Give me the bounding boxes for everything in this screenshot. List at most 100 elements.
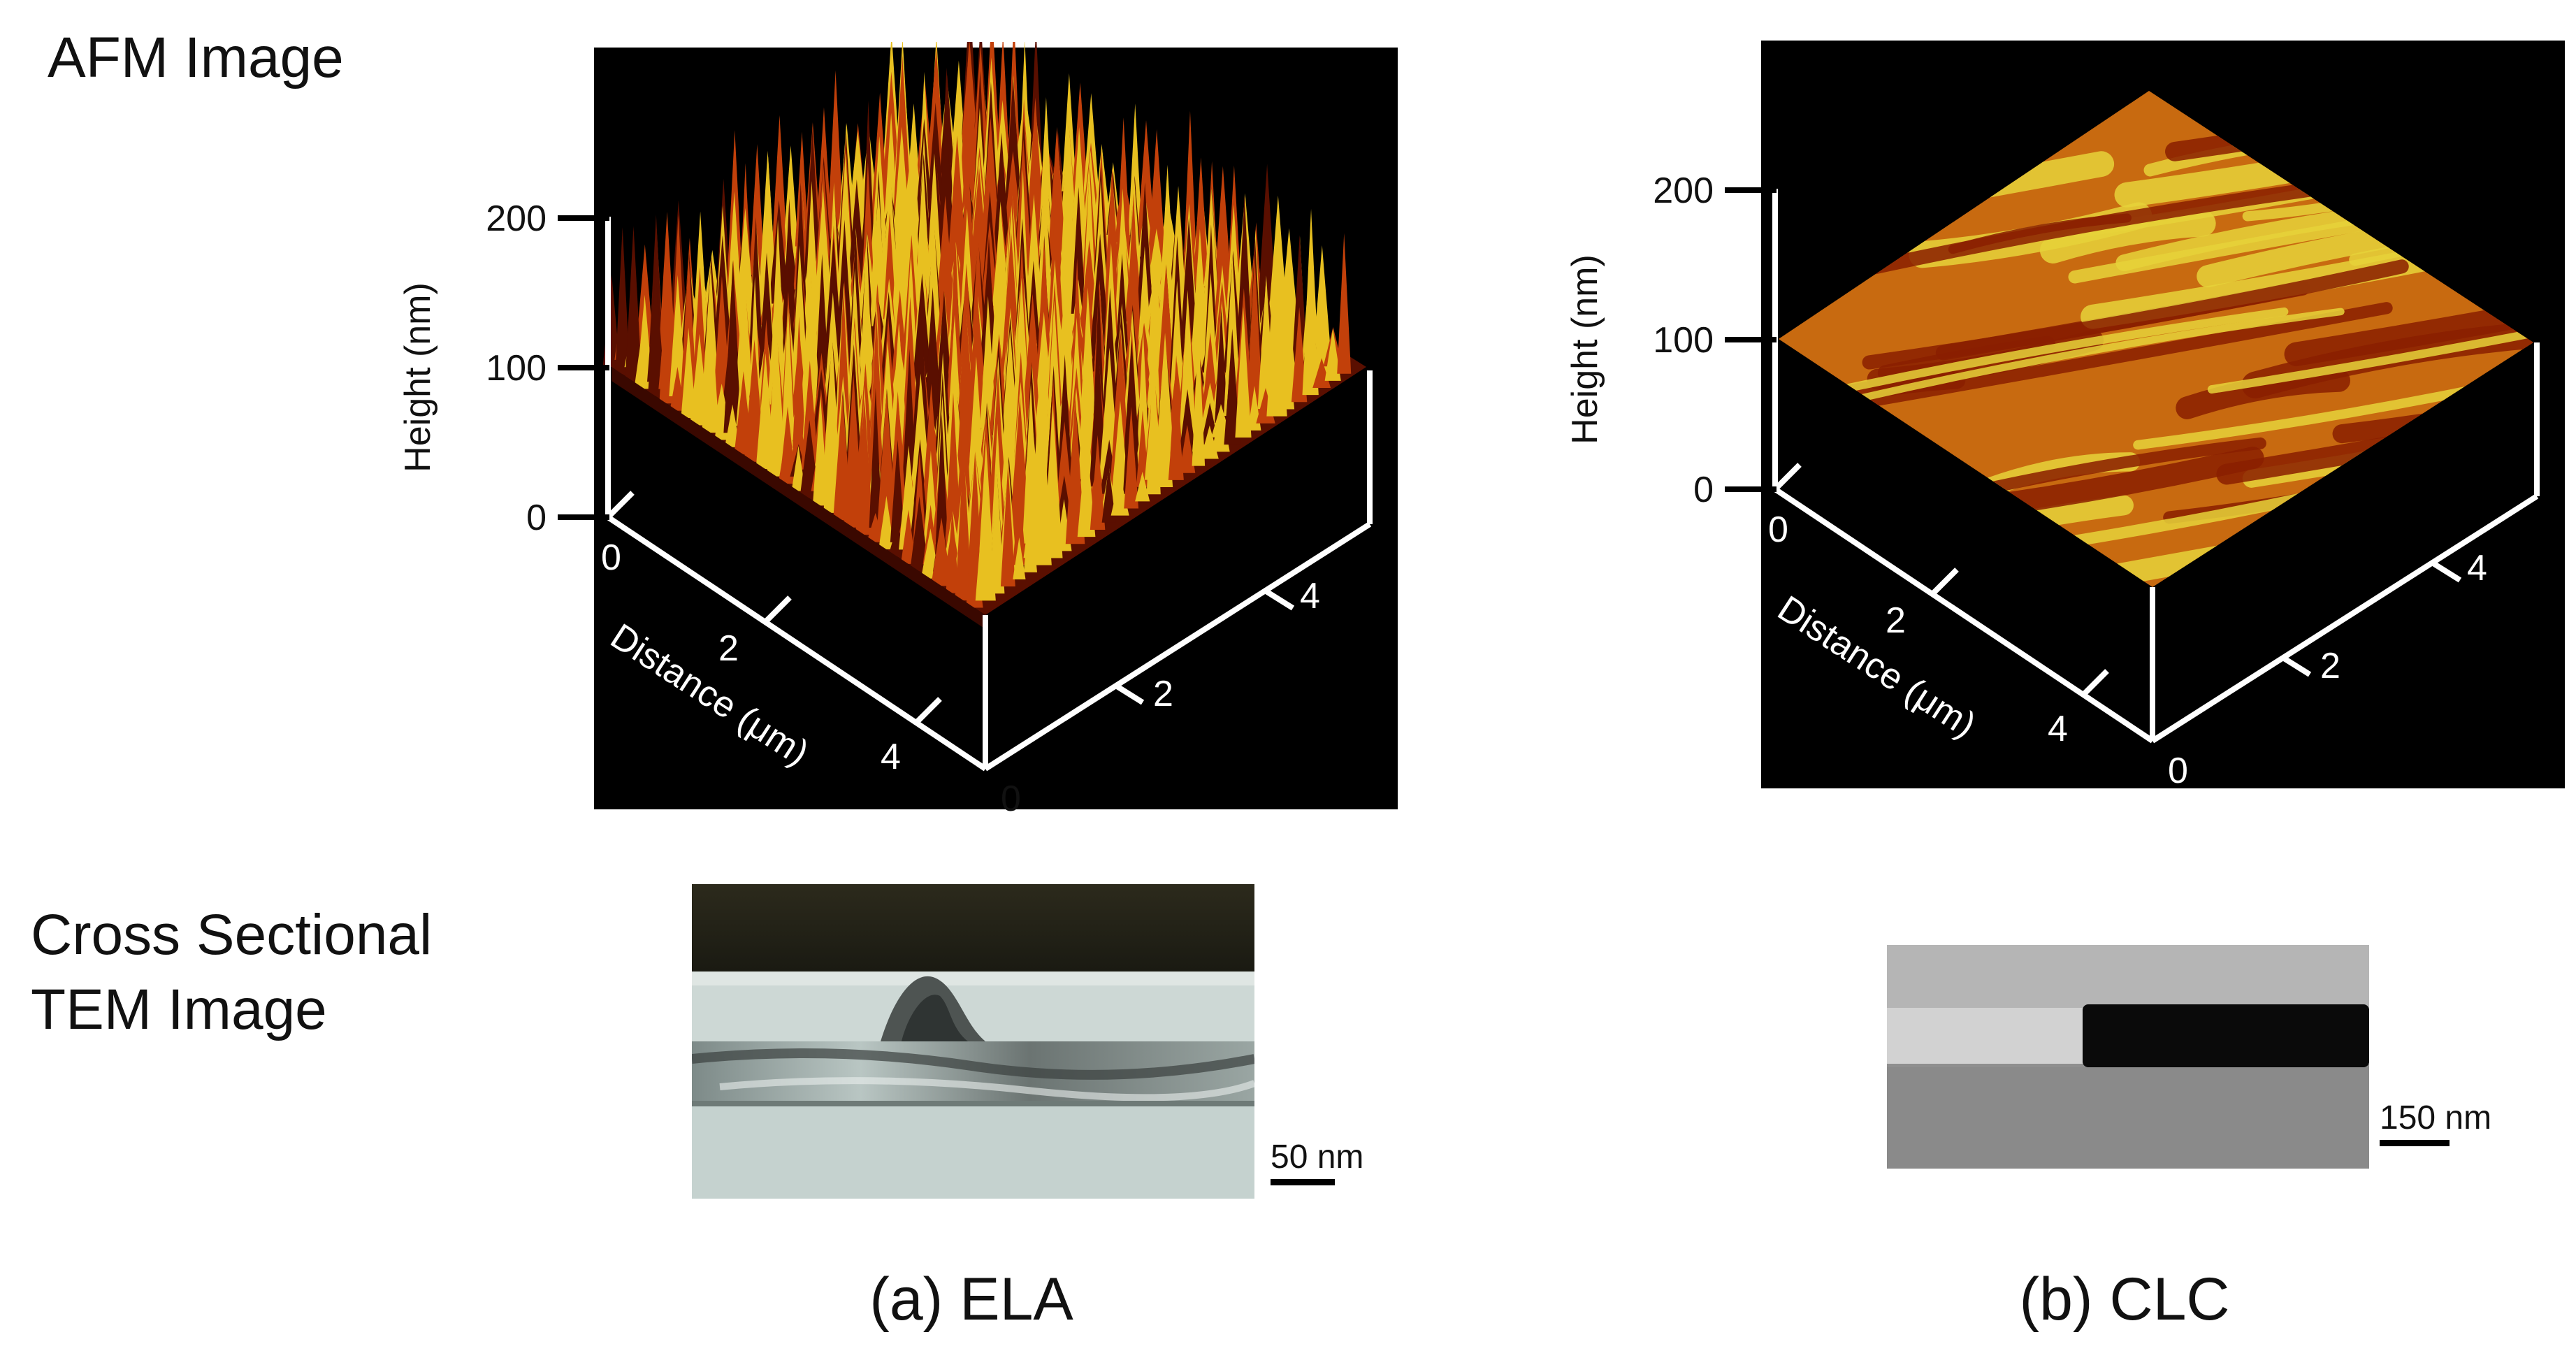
afm-spike bbox=[1215, 308, 1228, 424]
afm-spike bbox=[1043, 403, 1063, 558]
tem-top-layer bbox=[692, 884, 1254, 971]
afm-spike bbox=[781, 305, 795, 441]
afm-spike bbox=[902, 349, 918, 492]
afm-streak bbox=[1877, 335, 2056, 382]
scalebar-label-ela: 50 nm bbox=[1271, 1139, 1364, 1176]
afm-spike bbox=[1135, 471, 1150, 502]
afm-spike bbox=[1190, 229, 1210, 366]
afm-height-ticks-clc bbox=[1725, 187, 1777, 492]
afm-spike bbox=[1025, 293, 1041, 428]
height-tick-200: 200 bbox=[486, 198, 547, 239]
afm-spike bbox=[1266, 257, 1287, 417]
afm-spike bbox=[669, 275, 687, 397]
afm-streak bbox=[1824, 180, 2337, 284]
afm-spike bbox=[910, 496, 929, 572]
afm-spike bbox=[1179, 424, 1196, 473]
afm-axes-clc bbox=[1772, 189, 2540, 744]
distance-tick-left-2: 2 bbox=[1886, 600, 1906, 641]
afm-spike bbox=[925, 215, 942, 349]
afm-streak bbox=[2133, 354, 2533, 450]
afm-spike bbox=[1057, 187, 1078, 321]
afm-spike bbox=[889, 322, 909, 456]
tem-row-label: Cross Sectional TEM Image bbox=[31, 903, 433, 1041]
afm-spike bbox=[702, 297, 719, 433]
height-tick-100: 100 bbox=[1653, 320, 1714, 361]
afm-spike bbox=[1003, 78, 1023, 227]
tem-image-clc bbox=[1887, 945, 2369, 1169]
afm-spike bbox=[615, 227, 630, 375]
afm-plot-clc: 200 100 0 Height (nm) 0 2 4 Distance (μm… bbox=[1565, 41, 2565, 791]
afm-spike bbox=[962, 62, 976, 212]
scalebar-bar-ela bbox=[1271, 1179, 1335, 1185]
height-axis-label: Height (nm) bbox=[1565, 254, 1605, 445]
afm-spike bbox=[1065, 396, 1085, 544]
afm-spike bbox=[884, 113, 898, 219]
afm-spike bbox=[967, 280, 986, 435]
afm-spike bbox=[681, 327, 696, 419]
distance-tick-left-0: 0 bbox=[1768, 510, 1788, 550]
afm-spike bbox=[1224, 338, 1240, 445]
afm-spike bbox=[1022, 383, 1040, 544]
afm-spike bbox=[1201, 332, 1219, 416]
afm-axes-ela bbox=[605, 217, 1373, 772]
afm-spike bbox=[893, 223, 908, 356]
afm-spike bbox=[1302, 243, 1319, 396]
scalebar-ela: 50 nm bbox=[1271, 1138, 1363, 1185]
afm-spike bbox=[1000, 464, 1015, 587]
afm-spike bbox=[1168, 185, 1188, 322]
afm-height-ticks-ela bbox=[558, 215, 609, 520]
afm-spike bbox=[659, 274, 674, 404]
afm-spike bbox=[749, 144, 765, 275]
distance-tick-right-4: 4 bbox=[2467, 548, 2487, 588]
afm-spike bbox=[801, 361, 819, 470]
afm-spike bbox=[1146, 129, 1167, 279]
afm-spike bbox=[893, 55, 911, 212]
afm-spike bbox=[855, 398, 874, 535]
afm-spike bbox=[1146, 349, 1161, 495]
afm-spike bbox=[1059, 258, 1073, 393]
afm-spike bbox=[1071, 187, 1086, 314]
tem-image-ela bbox=[692, 884, 1254, 1199]
afm-streak bbox=[1862, 259, 2409, 370]
afm-spike bbox=[1178, 389, 1197, 459]
height-tick-200: 200 bbox=[1653, 171, 1714, 211]
afm-row-label: AFM Image bbox=[48, 26, 344, 89]
afm-spike bbox=[1157, 381, 1173, 488]
afm-ticks-ela bbox=[606, 491, 1295, 725]
distance-tick-right-2: 2 bbox=[2320, 646, 2340, 686]
afm-spike bbox=[1314, 267, 1330, 374]
afm-spike bbox=[1012, 488, 1027, 565]
height-tick-0: 0 bbox=[1693, 470, 1714, 510]
scalebar-bar-clc bbox=[2380, 1140, 2450, 1146]
distance-tick-left-4: 4 bbox=[2048, 709, 2068, 749]
afm-spike bbox=[1101, 465, 1116, 523]
afm-spike bbox=[836, 289, 851, 449]
afm-spike bbox=[723, 281, 742, 433]
afm-spike bbox=[1168, 380, 1184, 480]
scalebar-label-clc: 150 nm bbox=[2380, 1099, 2492, 1136]
afm-spike bbox=[680, 256, 697, 404]
afm-spike bbox=[767, 324, 786, 477]
afm-streak bbox=[2207, 311, 2533, 394]
afm-spike bbox=[946, 507, 960, 593]
afm-spike bbox=[955, 447, 971, 586]
height-tick-100: 100 bbox=[486, 348, 547, 389]
afm-spike bbox=[648, 272, 663, 396]
afm-spike bbox=[735, 208, 756, 325]
afm-spike bbox=[921, 384, 941, 521]
afm-streak bbox=[2332, 351, 2533, 444]
distance-tick-left-2: 2 bbox=[718, 628, 739, 669]
afm-image-clc: 200 100 0 Height (nm) 0 2 4 Distance (μm… bbox=[1537, 28, 2576, 797]
afm-spike bbox=[827, 91, 844, 240]
afm-spike bbox=[869, 387, 883, 528]
afm-spike bbox=[748, 217, 763, 361]
tem-top-layer bbox=[1887, 945, 2369, 1008]
afm-spike bbox=[1013, 537, 1026, 579]
afm-spike bbox=[1235, 306, 1252, 438]
afm-spike bbox=[1324, 328, 1341, 381]
afm-spike bbox=[1203, 273, 1219, 387]
afm-spike bbox=[843, 373, 864, 528]
afm-spike bbox=[1169, 280, 1185, 408]
afm-spike bbox=[1192, 157, 1210, 294]
afm-spike bbox=[1124, 406, 1139, 509]
